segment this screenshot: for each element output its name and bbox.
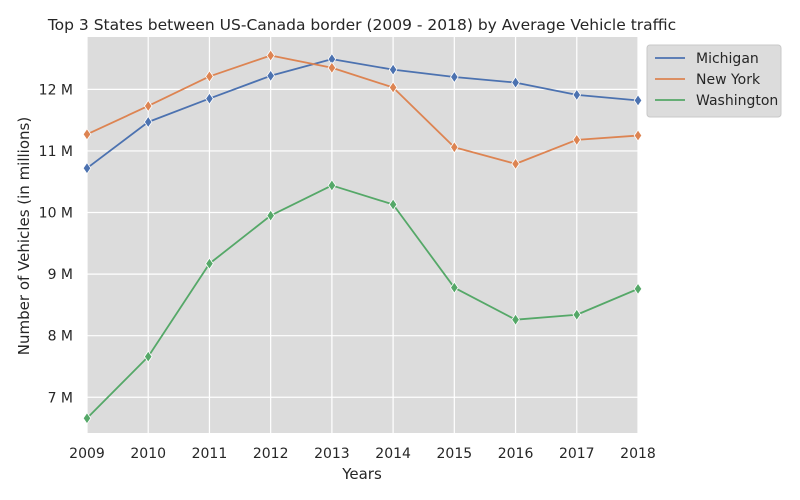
series-michigan — [82, 52, 643, 175]
plot-background — [87, 37, 638, 433]
data-point-new-york-2018 — [633, 129, 643, 142]
data-point-new-york-2012 — [266, 49, 275, 62]
x-tick-label-2012: 2012 — [253, 446, 289, 462]
data-point-michigan-2012 — [266, 69, 275, 83]
x-tick-label-2009: 2009 — [69, 446, 105, 462]
x-tick-label-2015: 2015 — [437, 446, 473, 462]
y-tick-label-12-m: 12 M — [39, 82, 73, 98]
data-point-michigan-2014 — [388, 63, 398, 76]
legend-box — [646, 44, 782, 118]
data-point-washington-2017 — [572, 308, 582, 321]
x-tick-label-2011: 2011 — [192, 446, 228, 462]
legend: Michigan New York Washington — [646, 44, 782, 118]
data-point-washington-2015 — [450, 281, 459, 294]
x-tick-label-2014: 2014 — [375, 446, 411, 462]
data-point-michigan-2016 — [511, 76, 520, 89]
data-point-washington-2014 — [388, 198, 398, 211]
data-point-new-york-2016 — [511, 157, 520, 171]
series-line-michigan — [86, 58, 639, 169]
legend-label-washington: Washington — [696, 93, 778, 109]
y-tick-label-10-m: 10 M — [39, 206, 73, 222]
data-point-michigan-2009 — [82, 161, 92, 175]
series-lines — [82, 49, 643, 425]
data-point-washington-2018 — [633, 282, 643, 296]
chart-title: Top 3 States between US-Canada border (2… — [47, 16, 676, 34]
data-point-michigan-2018 — [633, 94, 643, 107]
y-tick-label-8-m: 8 M — [48, 329, 73, 345]
data-point-washington-2013 — [327, 179, 337, 192]
series-line-new-york — [86, 54, 639, 165]
x-tick-label-2016: 2016 — [498, 446, 534, 462]
tick-labels: 2009 2010 2011 2012 2013 2014 2015 2016 2017 2018… — [39, 82, 656, 462]
legend-label-new-york: New York — [696, 72, 761, 88]
data-point-new-york-2011 — [205, 70, 214, 83]
y-tick-label-7-m: 7 M — [48, 390, 73, 406]
y-tick-label-11-m: 11 M — [39, 144, 73, 160]
x-tick-label-2018: 2018 — [620, 446, 656, 462]
data-point-michigan-2011 — [205, 92, 214, 105]
series-washington — [82, 179, 643, 425]
data-point-michigan-2015 — [450, 70, 459, 84]
data-point-washington-2010 — [143, 350, 153, 363]
data-point-michigan-2010 — [143, 115, 153, 129]
legend-label-michigan: Michigan — [696, 51, 759, 67]
data-point-washington-2011 — [205, 257, 214, 270]
data-point-washington-2016 — [511, 313, 520, 326]
data-point-new-york-2014 — [388, 81, 398, 94]
x-tick-label-2010: 2010 — [130, 446, 166, 462]
y-axis-title: Number of Vehicles (in millions) — [15, 117, 33, 355]
data-point-new-york-2015 — [450, 141, 459, 154]
x-tick-label-2013: 2013 — [314, 446, 350, 462]
x-axis-title: Years — [341, 465, 382, 483]
data-point-new-york-2009 — [82, 128, 92, 141]
data-point-new-york-2010 — [143, 99, 153, 113]
series-new-york — [82, 49, 643, 171]
data-point-michigan-2017 — [572, 88, 582, 102]
data-point-new-york-2017 — [572, 133, 582, 147]
y-tick-label-9-m: 9 M — [48, 267, 73, 283]
data-point-washington-2009 — [82, 412, 92, 425]
data-point-new-york-2013 — [327, 61, 337, 74]
data-point-washington-2012 — [266, 209, 275, 222]
x-tick-label-2017: 2017 — [559, 446, 595, 462]
series-line-washington — [86, 184, 639, 419]
